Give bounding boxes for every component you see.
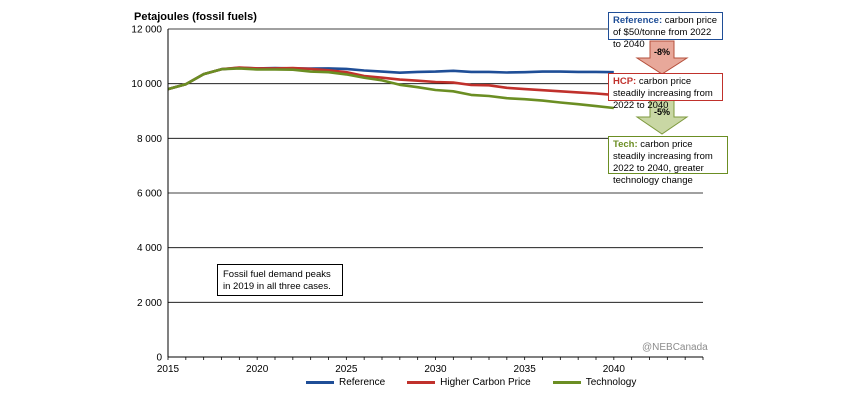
peak-note: Fossil fuel demand peaks in 2019 in all … — [217, 264, 343, 296]
axes — [167, 29, 703, 358]
legend-swatch-technology — [552, 381, 581, 384]
annotation-hcp-text: carbon price steadily increasing from 20… — [613, 76, 713, 111]
annotation-tech-text: carbon price steadily increasing from 20… — [613, 139, 713, 186]
arrow-label-5: -5% — [654, 107, 670, 117]
x-tick-label: 2025 — [335, 364, 358, 375]
y-tick-label: 0 — [156, 353, 162, 364]
x-tick-label: 2020 — [246, 364, 269, 375]
legend-label-hcp: Higher Carbon Price — [440, 377, 531, 388]
legend-swatch-hcp — [407, 381, 436, 384]
y-tick-label: 2 000 — [137, 298, 162, 309]
annotation-reference-lead: Reference: — [613, 15, 663, 26]
y-tick-label: 4 000 — [137, 243, 162, 254]
y-tick-label: 10 000 — [131, 79, 162, 90]
legend-label-reference: Reference — [339, 377, 386, 388]
series-lines — [167, 66, 614, 110]
x-tick-label: 2030 — [424, 364, 447, 375]
x-tick-label: 2015 — [157, 364, 180, 375]
legend-label-technology: Technology — [585, 377, 637, 388]
arrow-label-8: -8% — [654, 47, 670, 57]
arrow-reduction-5: -5% — [635, 99, 689, 135]
x-tick-label: 2035 — [514, 364, 537, 375]
y-tick-label: 12 000 — [131, 25, 162, 36]
x-tick-label: 2040 — [603, 364, 626, 375]
y-tick-label: 6 000 — [137, 189, 162, 200]
arrow-reduction-8: -8% — [635, 40, 689, 75]
annotation-hcp-lead: HCP: — [613, 76, 637, 87]
peak-note-text: Fossil fuel demand peaks in 2019 in all … — [223, 269, 331, 292]
annotation-tech-lead: Tech: — [613, 139, 638, 150]
y-tick-label: 8 000 — [137, 134, 162, 145]
y-axis-title: Petajoules (fossil fuels) — [134, 11, 257, 23]
legend-item-hcp: Higher Carbon Price — [407, 377, 531, 388]
legend-item-technology: Technology — [552, 377, 637, 388]
series-line-technology — [167, 67, 614, 110]
legend: Reference Higher Carbon Price Technology — [306, 377, 636, 388]
annotation-tech: Tech: carbon price steadily increasing f… — [608, 136, 728, 186]
watermark: @NEBCanada — [642, 342, 708, 353]
annotation-hcp: HCP: carbon price steadily increasing fr… — [608, 73, 723, 111]
legend-swatch-reference — [306, 381, 334, 384]
annotation-reference-text: carbon price of $50/tonne from 2022 to 2… — [613, 15, 718, 50]
gridlines — [168, 28, 703, 303]
x-tick-labels: 2015 2020 2025 2030 2035 2040 — [157, 357, 704, 375]
legend-item-reference: Reference — [306, 377, 385, 388]
annotation-reference: Reference: carbon price of $50/tonne fro… — [608, 12, 723, 50]
y-tick-labels: 0 2 000 4 000 6 000 8 000 10 000 12 000 — [131, 25, 162, 364]
